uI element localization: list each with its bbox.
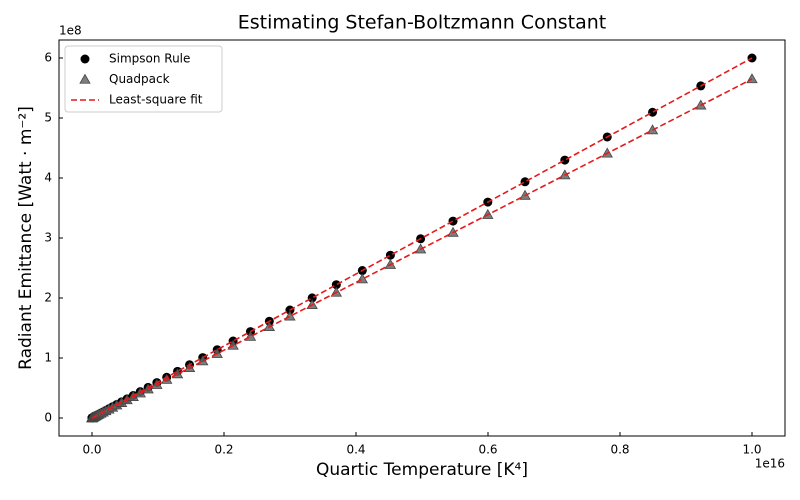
y-offset-label: 1e8 xyxy=(59,24,82,38)
legend-marker xyxy=(80,54,90,64)
plot-frame xyxy=(58,39,786,437)
x-tick-label: 1.0 xyxy=(742,443,761,457)
scatter-point xyxy=(648,107,658,117)
x-axis-label: Quartic Temperature [K⁴] xyxy=(316,460,528,480)
y-tick-label: 1 xyxy=(44,351,52,365)
y-tick-label: 2 xyxy=(44,291,52,305)
scatter-point xyxy=(307,293,317,303)
y-tick-label: 3 xyxy=(44,231,52,245)
scatter-point xyxy=(520,177,530,187)
x-tick-label: 0.8 xyxy=(610,443,629,457)
x-tick-label: 0.2 xyxy=(214,443,233,457)
scatter-point xyxy=(385,250,395,260)
fit-line xyxy=(91,57,753,419)
legend-label: Least-square fit xyxy=(109,93,203,107)
scatter-point xyxy=(331,280,341,290)
legend-box xyxy=(64,45,223,113)
scatter-point xyxy=(560,155,570,165)
y-axis-label: Radiant Emittance [Watt · m⁻²] xyxy=(16,106,36,370)
x-offset-label: 1e16 xyxy=(755,457,785,471)
y-tick-label: 6 xyxy=(44,51,52,65)
x-tick-label: 0.6 xyxy=(478,443,497,457)
fit-line xyxy=(91,78,753,419)
chart-title: Estimating Stefan-Boltzmann Constant xyxy=(238,12,606,34)
scatter-point xyxy=(448,216,458,226)
y-tick-label: 4 xyxy=(44,171,52,185)
legend-label: Quadpack xyxy=(109,72,170,86)
x-tick-label: 0.4 xyxy=(346,443,365,457)
legend-label: Simpson Rule xyxy=(109,52,190,66)
x-tick-label: 0.0 xyxy=(82,443,101,457)
y-tick-label: 5 xyxy=(44,111,52,125)
y-tick-label: 0 xyxy=(44,411,52,425)
legend-marker xyxy=(79,73,91,84)
